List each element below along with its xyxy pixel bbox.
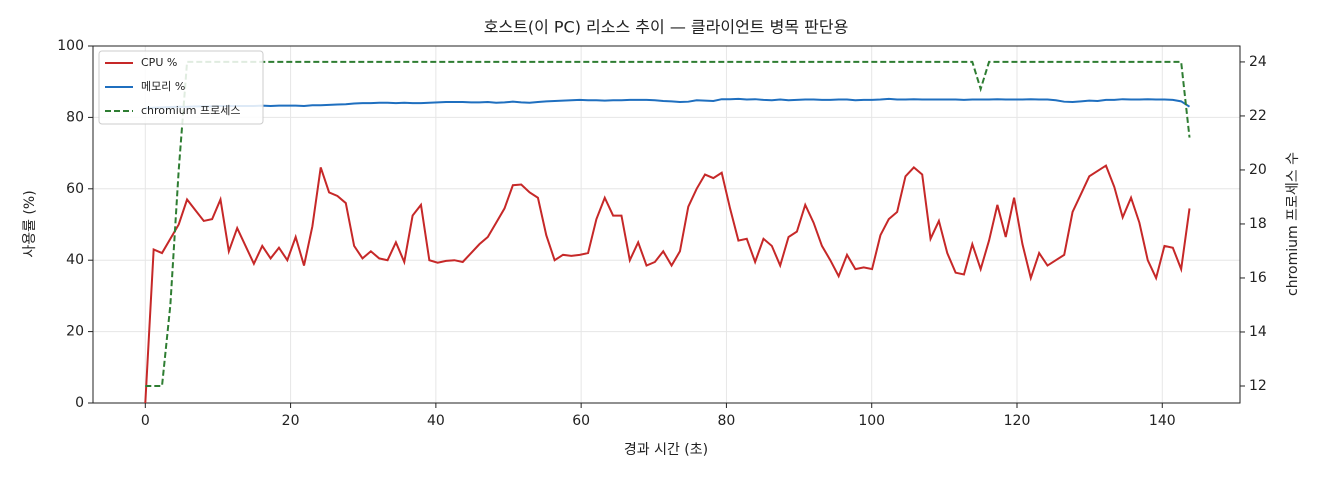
x-tick-label: 40 [427, 413, 445, 429]
x-tick-label: 20 [282, 413, 300, 429]
y2-tick-label: 24 [1249, 54, 1267, 70]
y-tick-label: 80 [66, 109, 84, 125]
x-tick-label: 0 [141, 413, 150, 429]
plot-frame [92, 45, 1241, 404]
chart-title: 호스트(이 PC) 리소스 추이 — 클라이언트 병목 판단용 [484, 18, 849, 37]
x-tick-label: 100 [858, 413, 885, 429]
y2-tick-label: 20 [1249, 162, 1267, 178]
y-tick-label: 20 [66, 324, 84, 340]
x-axis-label: 경과 시간 (초) [624, 442, 708, 458]
x-tick-label: 140 [1149, 413, 1176, 429]
x-tick-label: 80 [718, 413, 736, 429]
y-tick-label: 60 [66, 181, 84, 197]
y-tick-label: 0 [75, 395, 84, 411]
y-tick-label: 40 [66, 252, 84, 268]
legend-label: CPU % [141, 56, 177, 69]
series-line [145, 60, 1191, 387]
y2-tick-label: 14 [1249, 324, 1267, 340]
y-tick-label: 100 [57, 38, 84, 54]
y2-tick-label: 18 [1249, 216, 1267, 232]
legend-label: chromium 프로세스 [141, 104, 240, 117]
y2-tick-label: 12 [1249, 378, 1267, 394]
legend-label: 메모리 % [141, 80, 185, 93]
y2-axis-label: chromium 프로세스 수 [1285, 152, 1301, 296]
y2-tick-label: 22 [1249, 108, 1267, 124]
x-tick-label: 60 [572, 413, 590, 429]
y-axis-label: 사용률 (%) [22, 190, 38, 257]
legend-box [98, 50, 264, 125]
y2-tick-label: 16 [1249, 270, 1267, 286]
series-line [145, 97, 1191, 110]
x-tick-label: 120 [1004, 413, 1031, 429]
series-line [144, 164, 1191, 404]
